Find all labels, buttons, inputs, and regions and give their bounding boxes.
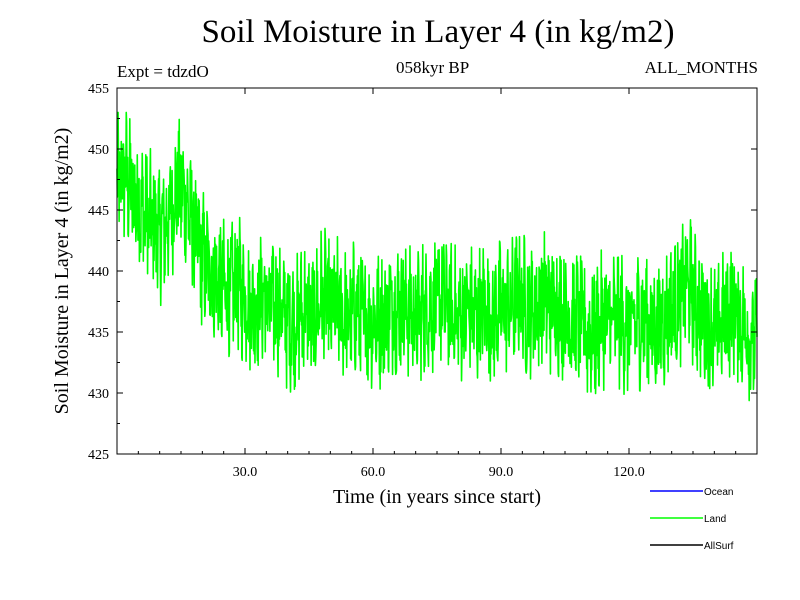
y-tick-label: 445 — [88, 204, 109, 219]
series-line-land — [116, 111, 758, 402]
x-axis-label: Time (in years since start) — [333, 486, 541, 508]
legend-label-land: Land — [704, 514, 726, 525]
y-tick-label: 450 — [88, 143, 109, 158]
chart-subtitle: 058kyr BP — [396, 58, 470, 77]
legend: Ocean Land AllSurf — [650, 487, 734, 552]
x-tick-label: 60.0 — [361, 465, 386, 480]
months-label: ALL_MONTHS — [644, 58, 758, 77]
y-axis-label: Soil Moisture in Layer 4 (in kg/m2) — [51, 128, 73, 415]
experiment-label: Expt = tdzdO — [117, 62, 209, 81]
y-tick-label: 455 — [88, 82, 109, 97]
legend-label-allsurf: AllSurf — [704, 541, 734, 552]
y-tick-label: 440 — [88, 265, 109, 280]
x-tick-label: 120.0 — [613, 465, 645, 480]
legend-label-ocean: Ocean — [704, 487, 733, 498]
y-tick-label: 435 — [88, 326, 109, 341]
x-tick-label: 90.0 — [489, 465, 514, 480]
y-tick-label: 430 — [88, 387, 109, 402]
x-tick-label: 30.0 — [233, 465, 258, 480]
y-tick-label: 425 — [88, 448, 109, 463]
chart-title: Soil Moisture in Layer 4 (in kg/m2) — [201, 14, 675, 50]
